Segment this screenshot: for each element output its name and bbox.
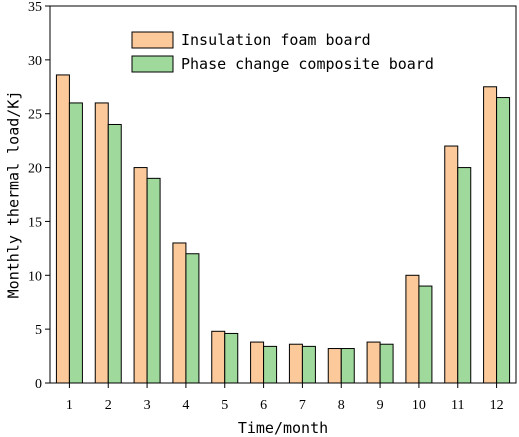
y-tick-label: 10 [28,269,42,284]
legend-label-phase-change: Phase change composite board [181,55,434,73]
bar-series-0-month-2 [94,102,109,384]
x-tick-label: 8 [338,398,345,413]
legend-swatch-phase-change [131,55,174,73]
plot-frame [49,5,517,384]
y-axis-label: Monthly thermal load/Kj [5,91,23,299]
legend-swatch-insulation [131,31,174,49]
bars-group [55,74,511,384]
y-tick-label: 20 [28,162,42,177]
bar-series-1-month-4 [185,253,200,384]
x-axis: 1 2 3 4 5 6 7 8 9 10 11 12 [66,383,504,413]
x-tick-label: 1 [66,398,73,413]
bar-series-1-month-1 [68,102,83,384]
x-tick-label: 9 [377,398,384,413]
y-tick-label: 15 [28,215,42,230]
x-tick-label: 10 [412,398,426,413]
bar-series-0-month-8 [327,348,342,384]
bar-series-1-month-3 [146,177,161,384]
bar-series-0-month-11 [444,145,459,384]
bar-series-1-month-6 [263,345,278,384]
x-tick-label: 5 [221,398,228,413]
bar-series-1-month-9 [379,343,394,384]
bar-series-0-month-12 [483,86,498,384]
bar-series-1-month-11 [457,167,472,384]
y-tick-label: 35 [28,0,42,15]
x-tick-label: 6 [260,398,267,413]
bar-series-1-month-8 [340,348,355,384]
bar-series-1-month-5 [224,332,239,384]
x-tick-label: 2 [105,398,112,413]
bar-series-0-month-5 [211,330,226,384]
legend: Insulation foam board Phase change compo… [131,31,434,73]
y-axis: 0 5 10 15 20 25 30 35 [28,0,50,392]
y-tick-label: 30 [28,54,42,69]
bar-series-0-month-4 [172,242,187,384]
x-tick-label: 12 [490,398,504,413]
y-tick-label: 0 [35,377,42,392]
bar-series-0-month-10 [405,274,420,384]
bar-series-0-month-6 [250,341,265,384]
bar-series-1-month-12 [496,97,511,384]
bar-series-1-month-2 [107,123,122,384]
x-tick-label: 7 [299,398,306,413]
y-tick-label: 5 [35,323,42,338]
bar-series-1-month-7 [301,345,316,384]
bar-series-0-month-3 [133,167,148,384]
bar-series-0-month-9 [366,341,381,384]
x-tick-label: 3 [144,398,151,413]
x-tick-label: 11 [451,398,464,413]
x-tick-label: 4 [182,398,189,413]
legend-label-insulation: Insulation foam board [181,31,371,49]
bar-series-0-month-7 [288,343,303,384]
x-axis-label: Time/month [238,419,328,437]
y-tick-label: 25 [28,108,42,123]
bar-series-0-month-1 [55,74,70,384]
bar-series-1-month-10 [418,285,433,384]
